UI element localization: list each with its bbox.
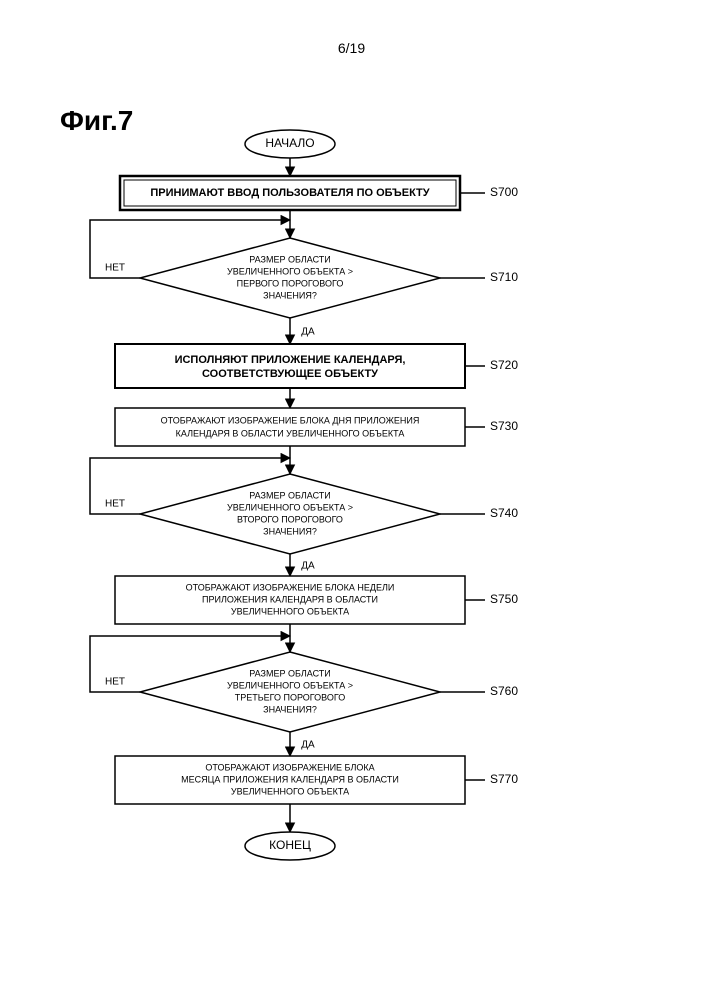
svg-text:УВЕЛИЧЕННОГО ОБЪЕКТА >: УВЕЛИЧЕННОГО ОБЪЕКТА > <box>227 502 353 512</box>
svg-text:ВТОРОГО ПОРОГОВОГО: ВТОРОГО ПОРОГОВОГО <box>237 514 343 524</box>
svg-text:ЗНАЧЕНИЯ?: ЗНАЧЕНИЯ? <box>263 526 317 536</box>
svg-text:УВЕЛИЧЕННОГО ОБЪЕКТА: УВЕЛИЧЕННОГО ОБЪЕКТА <box>231 786 349 796</box>
step-s770: ОТОБРАЖАЮТ ИЗОБРАЖЕНИЕ БЛОКА МЕСЯЦА ПРИЛ… <box>115 756 465 804</box>
svg-text:ПРИНИМАЮТ ВВОД ПОЛЬЗОВАТЕЛЯ ПО: ПРИНИМАЮТ ВВОД ПОЛЬЗОВАТЕЛЯ ПО ОБЪЕКТУ <box>150 187 429 199</box>
label-s710: S710 <box>490 270 518 284</box>
svg-text:ОТОБРАЖАЮТ ИЗОБРАЖЕНИЕ БЛОКА Н: ОТОБРАЖАЮТ ИЗОБРАЖЕНИЕ БЛОКА НЕДЕЛИ <box>186 582 395 592</box>
step-s700: ПРИНИМАЮТ ВВОД ПОЛЬЗОВАТЕЛЯ ПО ОБЪЕКТУ <box>120 176 460 210</box>
svg-text:УВЕЛИЧЕННОГО ОБЪЕКТА >: УВЕЛИЧЕННОГО ОБЪЕКТА > <box>227 266 353 276</box>
yes-s740: ДА <box>301 561 315 572</box>
svg-text:ИСПОЛНЯЮТ ПРИЛОЖЕНИЕ КАЛЕНДАРЯ: ИСПОЛНЯЮТ ПРИЛОЖЕНИЕ КАЛЕНДАРЯ, <box>175 354 406 366</box>
svg-text:ПЕРВОГО ПОРОГОВОГО: ПЕРВОГО ПОРОГОВОГО <box>237 278 344 288</box>
label-s730: S730 <box>490 419 518 433</box>
label-s700: S700 <box>490 185 518 199</box>
label-s760: S760 <box>490 684 518 698</box>
yes-s710: ДА <box>301 327 315 338</box>
svg-text:СООТВЕТСТВУЮЩЕЕ ОБЪЕКТУ: СООТВЕТСТВУЮЩЕЕ ОБЪЕКТУ <box>202 368 378 380</box>
yes-s760: ДА <box>301 740 315 751</box>
label-s750: S750 <box>490 592 518 606</box>
no-s760: НЕТ <box>105 677 125 688</box>
svg-text:УВЕЛИЧЕННОГО ОБЪЕКТА >: УВЕЛИЧЕННОГО ОБЪЕКТА > <box>227 680 353 690</box>
svg-text:КОНЕЦ: КОНЕЦ <box>269 838 311 852</box>
svg-text:НАЧАЛО: НАЧАЛО <box>265 136 314 150</box>
label-s720: S720 <box>490 358 518 372</box>
label-s770: S770 <box>490 772 518 786</box>
svg-text:КАЛЕНДАРЯ В ОБЛАСТИ УВЕЛИЧЕННО: КАЛЕНДАРЯ В ОБЛАСТИ УВЕЛИЧЕННОГО ОБЪЕКТА <box>176 428 405 438</box>
svg-text:МЕСЯЦА ПРИЛОЖЕНИЯ КАЛЕНДАРЯ В: МЕСЯЦА ПРИЛОЖЕНИЯ КАЛЕНДАРЯ В ОБЛАСТИ <box>181 774 399 784</box>
svg-text:ТРЕТЬЕГО ПОРОГОВОГО: ТРЕТЬЕГО ПОРОГОВОГО <box>235 692 346 702</box>
svg-text:РАЗМЕР ОБЛАСТИ: РАЗМЕР ОБЛАСТИ <box>249 668 331 678</box>
svg-text:УВЕЛИЧЕННОГО ОБЪЕКТА: УВЕЛИЧЕННОГО ОБЪЕКТА <box>231 606 349 616</box>
svg-text:РАЗМЕР ОБЛАСТИ: РАЗМЕР ОБЛАСТИ <box>249 254 331 264</box>
decision-s710: РАЗМЕР ОБЛАСТИ УВЕЛИЧЕННОГО ОБЪЕКТА > ПЕ… <box>140 238 440 318</box>
page-number: 6/19 <box>0 40 703 56</box>
step-s750: ОТОБРАЖАЮТ ИЗОБРАЖЕНИЕ БЛОКА НЕДЕЛИ ПРИЛ… <box>115 576 465 624</box>
step-s720: ИСПОЛНЯЮТ ПРИЛОЖЕНИЕ КАЛЕНДАРЯ, СООТВЕТС… <box>115 344 465 388</box>
svg-text:ОТОБРАЖАЮТ ИЗОБРАЖЕНИЕ БЛОКА: ОТОБРАЖАЮТ ИЗОБРАЖЕНИЕ БЛОКА <box>205 762 374 772</box>
no-s740: НЕТ <box>105 499 125 510</box>
no-s710: НЕТ <box>105 263 125 274</box>
svg-text:ОТОБРАЖАЮТ ИЗОБРАЖЕНИЕ БЛОКА Д: ОТОБРАЖАЮТ ИЗОБРАЖЕНИЕ БЛОКА ДНЯ ПРИЛОЖЕ… <box>161 415 420 425</box>
terminal-start: НАЧАЛО <box>245 130 335 158</box>
label-s740: S740 <box>490 506 518 520</box>
svg-text:ЗНАЧЕНИЯ?: ЗНАЧЕНИЯ? <box>263 290 317 300</box>
decision-s760: РАЗМЕР ОБЛАСТИ УВЕЛИЧЕННОГО ОБЪЕКТА > ТР… <box>140 652 440 732</box>
svg-text:РАЗМЕР ОБЛАСТИ: РАЗМЕР ОБЛАСТИ <box>249 490 331 500</box>
svg-text:ПРИЛОЖЕНИЯ КАЛЕНДАРЯ В ОБЛАСТИ: ПРИЛОЖЕНИЯ КАЛЕНДАРЯ В ОБЛАСТИ <box>202 594 378 604</box>
terminal-end: КОНЕЦ <box>245 832 335 860</box>
step-s730: ОТОБРАЖАЮТ ИЗОБРАЖЕНИЕ БЛОКА ДНЯ ПРИЛОЖЕ… <box>115 408 465 446</box>
svg-text:ЗНАЧЕНИЯ?: ЗНАЧЕНИЯ? <box>263 704 317 714</box>
decision-s740: РАЗМЕР ОБЛАСТИ УВЕЛИЧЕННОГО ОБЪЕКТА > ВТ… <box>140 474 440 554</box>
flowchart: НАЧАЛО ПРИНИМАЮТ ВВОД ПОЛЬЗОВАТЕЛЯ ПО ОБ… <box>50 120 610 960</box>
